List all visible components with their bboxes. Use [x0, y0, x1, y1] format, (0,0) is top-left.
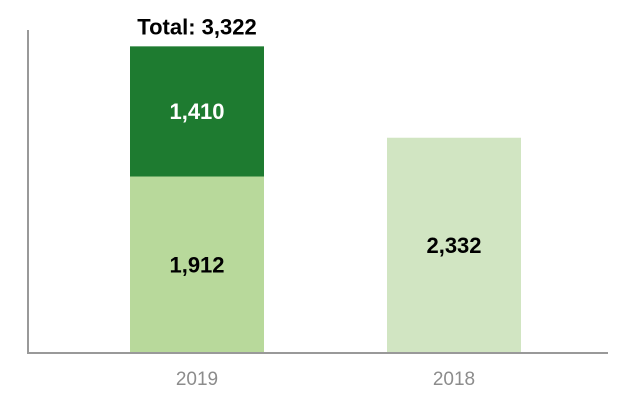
total-label-2019: Total: 3,322: [137, 14, 256, 39]
bar-2018-segment-0: [387, 137, 521, 353]
x-tick-label-2019: 2019: [176, 369, 218, 390]
bars-group: [130, 46, 521, 353]
labels-group: 1,912 1,410 Total: 3,322 2019 2,332 2018: [137, 14, 481, 390]
bar-2019-segment-1: [130, 46, 264, 177]
value-label-2019-segment-1: 1,410: [169, 99, 224, 124]
value-label-2019-segment-0: 1,912: [169, 252, 224, 277]
x-tick-label-2018: 2018: [433, 369, 475, 390]
bar-2019-segment-0: [130, 176, 264, 353]
value-label-2018-segment-0: 2,332: [426, 233, 481, 258]
